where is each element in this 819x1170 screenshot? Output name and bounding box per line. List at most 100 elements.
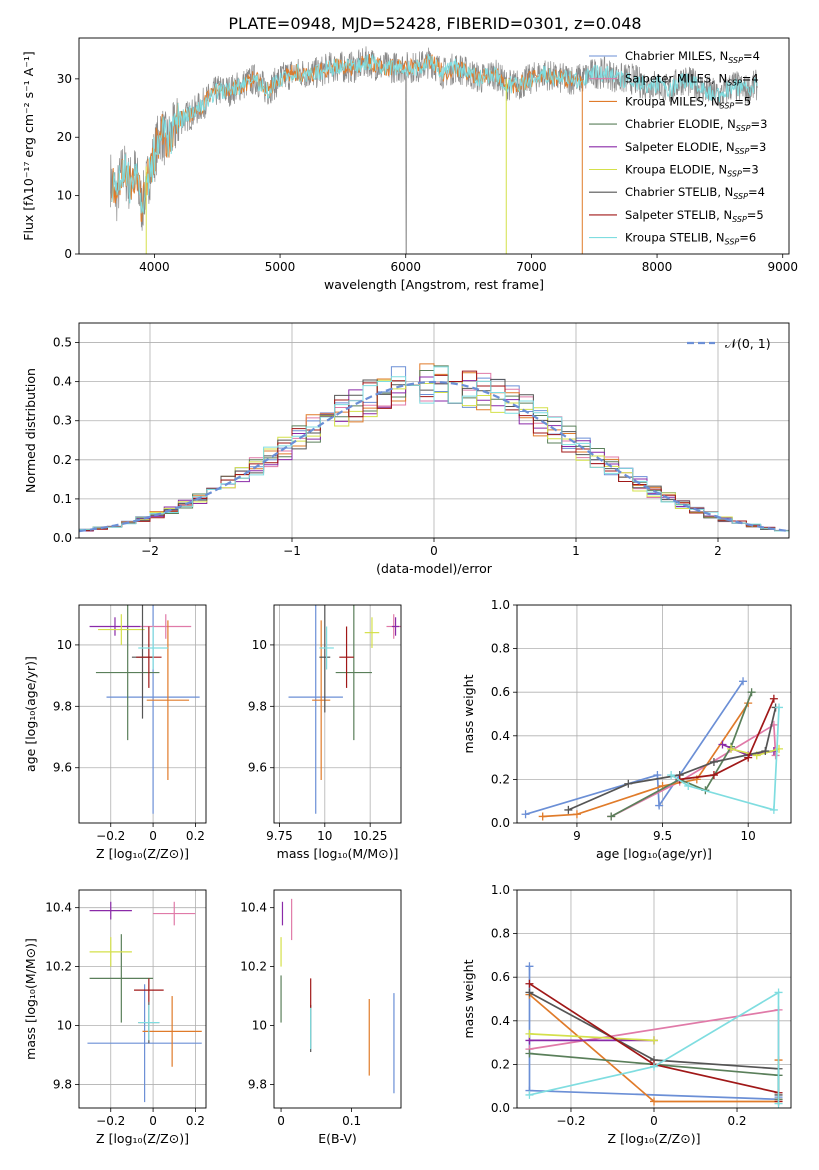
y-tick-label: 1.0 [491, 883, 510, 897]
y-tick-label: 0 [64, 247, 72, 261]
legend-entry-main: Salpeter STELIB, N [625, 208, 732, 222]
legend-entry-tail: =4 [742, 72, 759, 86]
point-marker [564, 805, 573, 814]
x-tick-label: 0 [149, 829, 157, 843]
model-spectrum-8 [111, 53, 758, 214]
x-axis-label: age [log₁₀(age/yr)] [596, 846, 712, 861]
point-marker [650, 1062, 658, 1071]
x-axis-label: Z [log₁₀(Z/Z⊙)] [96, 1131, 189, 1146]
legend-entry-tail: =4 [743, 49, 760, 63]
y-tick-label: 0.0 [53, 531, 72, 545]
x-tick-label: 0 [149, 1114, 157, 1128]
panel-age_vs_mass: 9.75 10 10.25 9.6 9.8 10 mass [log₁₀(M/M⊙)] [248, 604, 402, 861]
point-marker [769, 694, 778, 703]
y-tick-label: 0.2 [491, 772, 510, 786]
series-line-7 [679, 698, 775, 781]
point-marker [572, 810, 581, 819]
observed-spectrum [110, 46, 758, 254]
y-tick-label: 9.8 [53, 1077, 72, 1091]
legend-entry-sub: SSP [728, 56, 743, 65]
y-axis-label: Flux [fλ10⁻¹⁷ erg cm⁻² s⁻¹ A⁻¹] [21, 51, 36, 240]
plot-area [517, 890, 791, 1108]
panel-massweight_vs_Z: −0.2 0 0.2 0.0 0.2 0.4 0.6 0.8 1.0 Z [log₁₀(Z/Z⊙)… [461, 883, 792, 1146]
axes-frame [78, 889, 207, 1109]
axes-frame [273, 604, 402, 824]
legend-entry-sub: SSP [727, 79, 742, 88]
y-tick-label: 1.0 [491, 598, 510, 612]
x-tick-label: 0.1 [342, 1114, 361, 1128]
y-tick-label: 0.8 [491, 927, 510, 941]
legend-entry-main: Kroupa MILES, N [625, 94, 720, 108]
point-marker [538, 812, 547, 821]
y-tick-label: 10.4 [45, 901, 72, 915]
legend-entry-main: Chabrier ELODIE, N [625, 117, 736, 131]
legend-entry-main: Chabrier STELIB, N [625, 185, 733, 199]
x-tick-label: 2 [714, 544, 722, 558]
point-marker [607, 812, 616, 821]
legend-entry-main: Kroupa ELODIE, N [625, 163, 727, 177]
normal-curve [79, 380, 789, 533]
legend-entry-main: Kroupa STELIB, N [625, 231, 725, 245]
y-tick-label: 9.6 [53, 761, 72, 775]
x-axis-label: Z [log₁₀(Z/Z⊙)] [96, 846, 189, 861]
plot-area [79, 323, 789, 538]
x-tick-label: 9.75 [266, 829, 293, 843]
x-axis-label: (data-model)/error [376, 561, 493, 576]
x-tick-label: 6000 [390, 260, 421, 274]
x-tick-label: 10 [317, 829, 332, 843]
legend-entry-main: Salpeter MILES, N [625, 72, 727, 86]
y-axis-label: mass weight [461, 959, 476, 1038]
x-tick-label: 8000 [642, 260, 673, 274]
panel-spectrum: 4000 5000 6000 7000 8000 9000 0 10 20 30 wavelengt… [21, 37, 798, 292]
legend-entry-main: Chabrier MILES, N [625, 49, 728, 63]
x-tick-label: 4000 [139, 260, 170, 274]
y-tick-label: 0.2 [53, 453, 72, 467]
point-marker [655, 801, 664, 810]
y-tick-label: 0.4 [491, 1014, 510, 1028]
legend-entry-sub: SSP [720, 101, 735, 110]
axes-frame [78, 322, 790, 539]
legend-entry-sub: SSP [733, 192, 748, 201]
point-marker [739, 677, 748, 686]
panel-mass_vs_EBV: 0 0.1 9.8 10 10.2 10.4 E(B-V) [240, 889, 402, 1146]
point-marker [709, 757, 718, 766]
y-axis-label: mass [log₁₀(M/M⊙)] [23, 938, 38, 1060]
y-tick-label: 9.8 [248, 699, 267, 713]
axes-frame [78, 604, 207, 824]
y-tick-label: 0.5 [53, 336, 72, 350]
series-line-8 [670, 707, 780, 812]
legend-entry-8: Kroupa STELIB, NSSP=6 [625, 231, 756, 247]
plot-area [110, 46, 758, 254]
legend-entry-tail: =5 [747, 208, 764, 222]
y-tick-label: 0.0 [491, 816, 510, 830]
legend-entry-sub: SSP [735, 147, 750, 156]
plot-area [79, 605, 206, 823]
panel-age_vs_Z: −0.2 0 0.2 9.6 9.8 10 Z [log₁₀(Z/Z⊙)] age [log₁… [23, 604, 207, 861]
x-tick-label: 0.2 [186, 829, 205, 843]
point-marker [521, 810, 530, 819]
point-marker [774, 988, 783, 997]
y-tick-label: 10 [57, 189, 72, 203]
legend-entry-5: Kroupa ELODIE, NSSP=3 [625, 163, 759, 179]
x-axis-label: Z [log₁₀(Z/Z⊙)] [608, 1131, 701, 1146]
point-marker [727, 744, 736, 753]
point-marker [744, 753, 753, 762]
x-tick-label: 9000 [767, 260, 798, 274]
y-tick-label: 10 [57, 638, 72, 652]
point-marker [525, 962, 534, 971]
panel-residuals: −2 −1 0 1 2 0.0 0.1 0.2 0.3 0.4 0.5 (data-model)/er… [23, 322, 790, 576]
point-marker [650, 1097, 658, 1106]
histogram-8 [79, 366, 789, 534]
legend-entry-normal: 𝒩(0, 1) [725, 336, 771, 351]
x-axis-label: mass [log₁₀(M/M⊙)] [277, 846, 399, 861]
x-tick-label: 0.2 [186, 1114, 205, 1128]
axes-frame [78, 37, 790, 255]
x-tick-label: 10.25 [353, 829, 387, 843]
axes-frame [516, 889, 792, 1109]
point-marker [653, 771, 662, 780]
legend-entry-sub: SSP [732, 215, 747, 224]
series-line-5 [529, 1033, 655, 1042]
point-marker [709, 771, 718, 780]
y-tick-label: 10.2 [45, 960, 72, 974]
point-marker [525, 1090, 534, 1099]
